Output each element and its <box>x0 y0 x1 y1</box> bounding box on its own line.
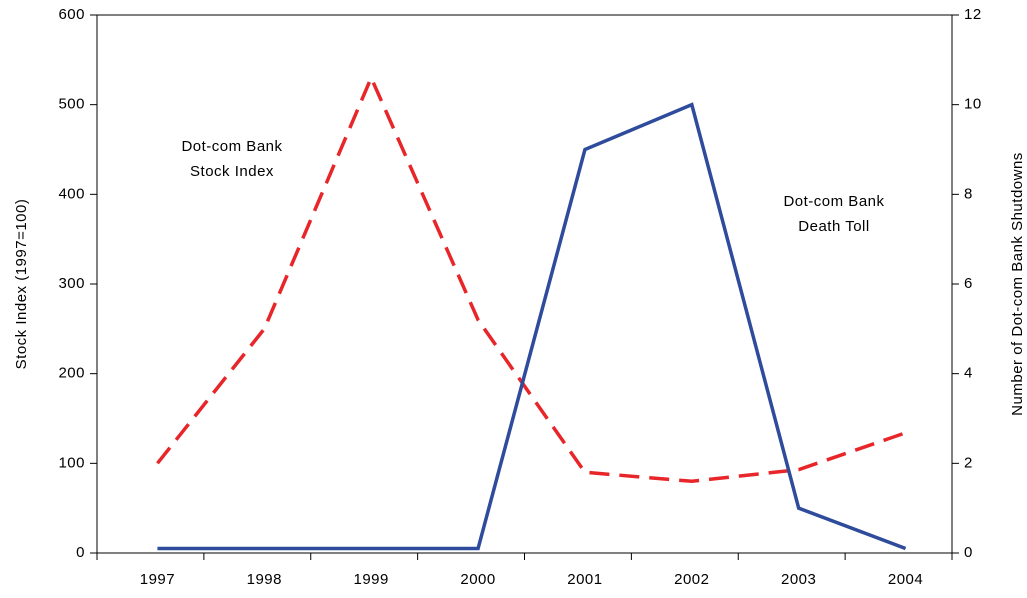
y2-tick-label: 12 <box>964 6 982 23</box>
x-tick-label: 2002 <box>674 571 709 588</box>
y2-axis-label: Number of Dot-com Bank Shutdowns <box>1009 152 1026 416</box>
y2-tick-label: 10 <box>964 96 982 113</box>
x-tick-label: 2000 <box>460 571 495 588</box>
x-tick-label: 2003 <box>781 571 816 588</box>
annotation: Dot-com Bank <box>783 193 884 210</box>
plot-frame <box>96 14 953 554</box>
annotation: Stock Index <box>190 163 274 180</box>
y-tick-label: 100 <box>58 454 85 471</box>
series-line <box>157 102 907 551</box>
annotation: Death Toll <box>798 218 869 235</box>
y-tick-label: 300 <box>58 275 85 292</box>
y2-tick-label: 8 <box>964 185 973 202</box>
y-tick-label: 400 <box>58 185 85 202</box>
y2-tick-label: 6 <box>964 275 973 292</box>
y-axis-label: Stock Index (1997=100) <box>13 199 30 370</box>
y-tick-label: 600 <box>58 6 85 23</box>
y2-tick-label: 2 <box>964 454 973 471</box>
y-tick-label: 200 <box>58 365 85 382</box>
y2-tick-label: 4 <box>964 365 973 382</box>
x-tick-label: 2001 <box>567 571 602 588</box>
series-line <box>156 73 907 484</box>
x-tick-label: 2004 <box>888 571 923 588</box>
x-tick-label: 1999 <box>354 571 389 588</box>
y2-tick-label: 0 <box>964 544 973 561</box>
x-tick-label: 1998 <box>247 571 282 588</box>
annotation: Dot-com Bank <box>181 138 282 155</box>
x-tick-label: 1997 <box>140 571 175 588</box>
y-tick-label: 0 <box>76 544 85 561</box>
y-tick-label: 500 <box>58 96 85 113</box>
